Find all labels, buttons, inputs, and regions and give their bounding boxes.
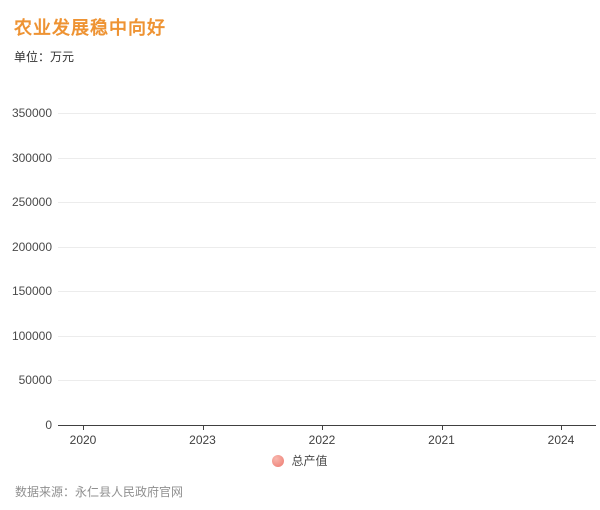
plot-area: 2020 2023 2022 2021 2024 — [58, 113, 596, 447]
chart-title: 农业发展稳中向好 — [14, 18, 166, 38]
data-source-text: 数据来源：永仁县人民政府官网 — [15, 485, 184, 499]
y-axis-tick-label: 300000 — [11, 150, 52, 165]
x-axis-tick-label: 2022 — [308, 433, 336, 447]
gridline — [58, 157, 596, 159]
y-axis-tick-label: 250000 — [11, 195, 52, 210]
chart-unit-subtitle: 单位：万元 — [14, 50, 75, 64]
x-axis-tick-label: 2023 — [189, 433, 216, 447]
y-axis-tick-label: 200000 — [11, 239, 52, 254]
y-axis-tick-label: 50000 — [18, 373, 52, 388]
x-axis-tick — [322, 425, 323, 430]
y-axis-tick-label: 100000 — [11, 328, 52, 343]
gridline — [58, 246, 596, 248]
x-axis-tick — [561, 425, 562, 430]
x-axis-tick — [441, 425, 443, 430]
x-axis-tick — [202, 425, 204, 430]
legend-item[interactable]: 总产值 — [0, 452, 600, 469]
x-axis-tick-label: 2020 — [69, 433, 97, 447]
y-axis-tick-label: 150000 — [11, 284, 52, 299]
x-axis-tick — [83, 425, 84, 430]
gridline — [58, 335, 596, 337]
x-axis-tick-label: 2021 — [428, 433, 455, 447]
x-axis-tick-label: 2024 — [547, 433, 575, 447]
legend-label: 总产值 — [291, 454, 328, 468]
gridline — [58, 202, 596, 204]
gridline — [58, 291, 596, 293]
y-axis-tick-label: 350000 — [11, 106, 52, 120]
gridline — [58, 113, 596, 114]
legend-marker-icon — [272, 454, 285, 467]
y-axis-tick-label: 0 — [45, 418, 52, 432]
gridline — [58, 380, 596, 382]
